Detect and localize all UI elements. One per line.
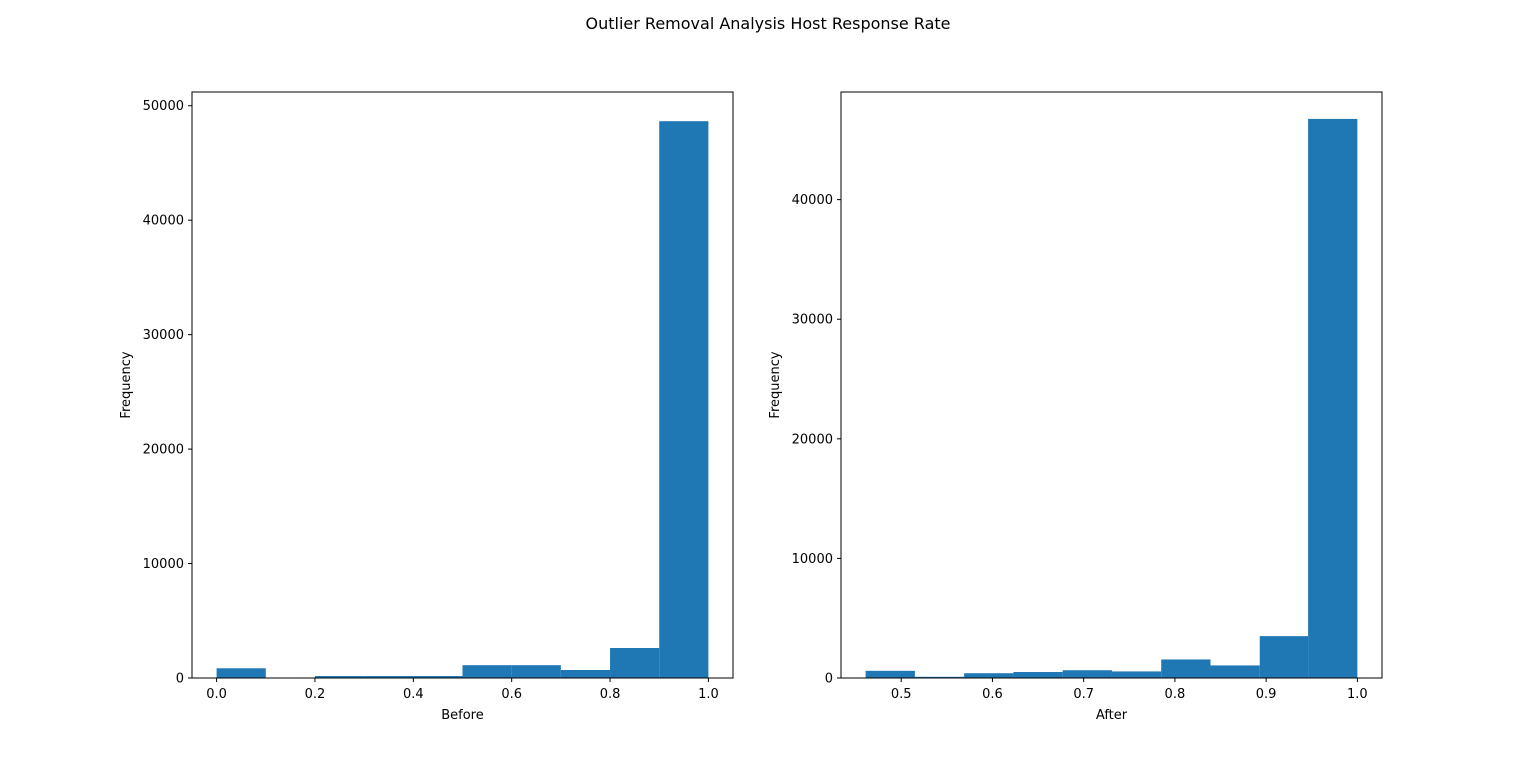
x-tick-label-before-5: 1.0 <box>698 687 719 702</box>
y-tick-label-before-0: 0 <box>176 672 184 687</box>
histogram-bar-before-2 <box>314 676 365 678</box>
x-tick-label-after-0: 0.5 <box>891 687 912 702</box>
axes-frame-before <box>191 91 734 679</box>
x-tick-label-after-1: 0.6 <box>982 687 1003 702</box>
x-tick-label-after-2: 0.7 <box>1073 687 1094 702</box>
histogram-bar-before-5 <box>462 665 512 678</box>
y-tick-label-before-5: 50000 <box>143 99 184 114</box>
x-axis-label-after: After <box>1096 708 1128 723</box>
x-tick-label-before-1: 0.2 <box>305 687 326 702</box>
y-tick-label-after-2: 20000 <box>792 432 833 447</box>
histogram-bar-after-9 <box>1308 118 1358 678</box>
histogram-bar-after-0 <box>865 670 915 678</box>
histogram-bar-before-8 <box>610 648 660 678</box>
histogram-bar-after-1 <box>914 676 965 678</box>
subplot-before: 0.0 0.2 0.4 0.6 0.8 1.0 0 10000 20000 30000 40000 5… <box>119 91 734 723</box>
x-tick-label-after-3: 0.8 <box>1165 687 1186 702</box>
x-tick-label-after-5: 1.0 <box>1347 687 1368 702</box>
histogram-bar-after-5 <box>1111 671 1162 678</box>
x-tick-label-before-0: 0.0 <box>206 687 227 702</box>
y-tick-label-after-1: 10000 <box>792 552 833 567</box>
x-tick-label-before-3: 0.6 <box>501 687 522 702</box>
histogram-bar-before-6 <box>511 665 561 678</box>
histogram-bar-after-4 <box>1062 670 1112 678</box>
y-tick-label-before-2: 20000 <box>143 443 184 458</box>
y-tick-label-after-0: 0 <box>825 672 833 687</box>
histogram-bar-after-8 <box>1259 636 1309 678</box>
y-tick-label-before-1: 10000 <box>143 557 184 572</box>
histogram-bar-before-4 <box>413 676 463 678</box>
y-tick-label-after-3: 30000 <box>792 313 833 328</box>
x-tick-label-before-4: 0.8 <box>600 687 621 702</box>
subplot-after: 0.5 0.6 0.7 0.8 0.9 1.0 0 10000 20000 30000 40000 A… <box>768 91 1383 723</box>
histogram-bar-after-6 <box>1161 659 1211 678</box>
histogram-bar-before-7 <box>560 669 611 678</box>
histogram-bar-before-3 <box>364 676 414 678</box>
x-tick-label-after-4: 0.9 <box>1256 687 1277 702</box>
y-tick-label-after-4: 40000 <box>792 193 833 208</box>
histogram-bar-after-7 <box>1210 665 1260 678</box>
histogram-bar-before-9 <box>659 121 709 678</box>
histogram-bar-after-3 <box>1013 672 1063 678</box>
y-axis-label-before: Frequency <box>119 351 134 418</box>
y-tick-label-before-4: 40000 <box>143 214 184 229</box>
histogram-bar-before-0 <box>216 668 266 678</box>
axes-frame-after <box>840 91 1383 679</box>
histogram-bar-after-2 <box>964 673 1014 678</box>
y-axis-label-after: Frequency <box>768 351 783 418</box>
y-tick-label-before-3: 30000 <box>143 328 184 343</box>
figure-suptitle: Outlier Removal Analysis Host Response R… <box>586 14 951 33</box>
x-tick-label-before-2: 0.4 <box>403 687 424 702</box>
x-axis-label-before: Before <box>441 708 484 723</box>
